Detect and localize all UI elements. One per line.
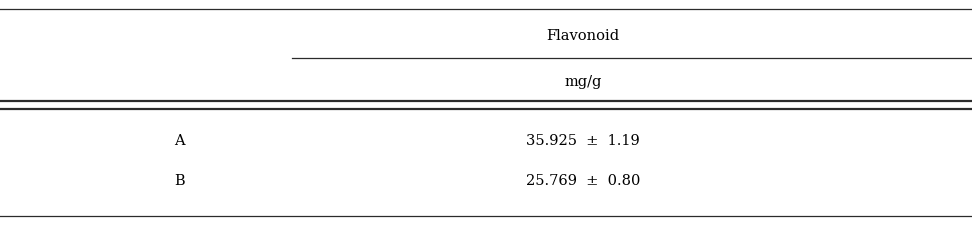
Text: 35.925  ±  1.19: 35.925 ± 1.19 xyxy=(526,134,641,148)
Text: B: B xyxy=(175,173,185,187)
Text: 25.769  ±  0.80: 25.769 ± 0.80 xyxy=(526,173,641,187)
Text: mg/g: mg/g xyxy=(565,74,602,88)
Text: A: A xyxy=(175,134,185,148)
Text: Flavonoid: Flavonoid xyxy=(546,29,620,42)
